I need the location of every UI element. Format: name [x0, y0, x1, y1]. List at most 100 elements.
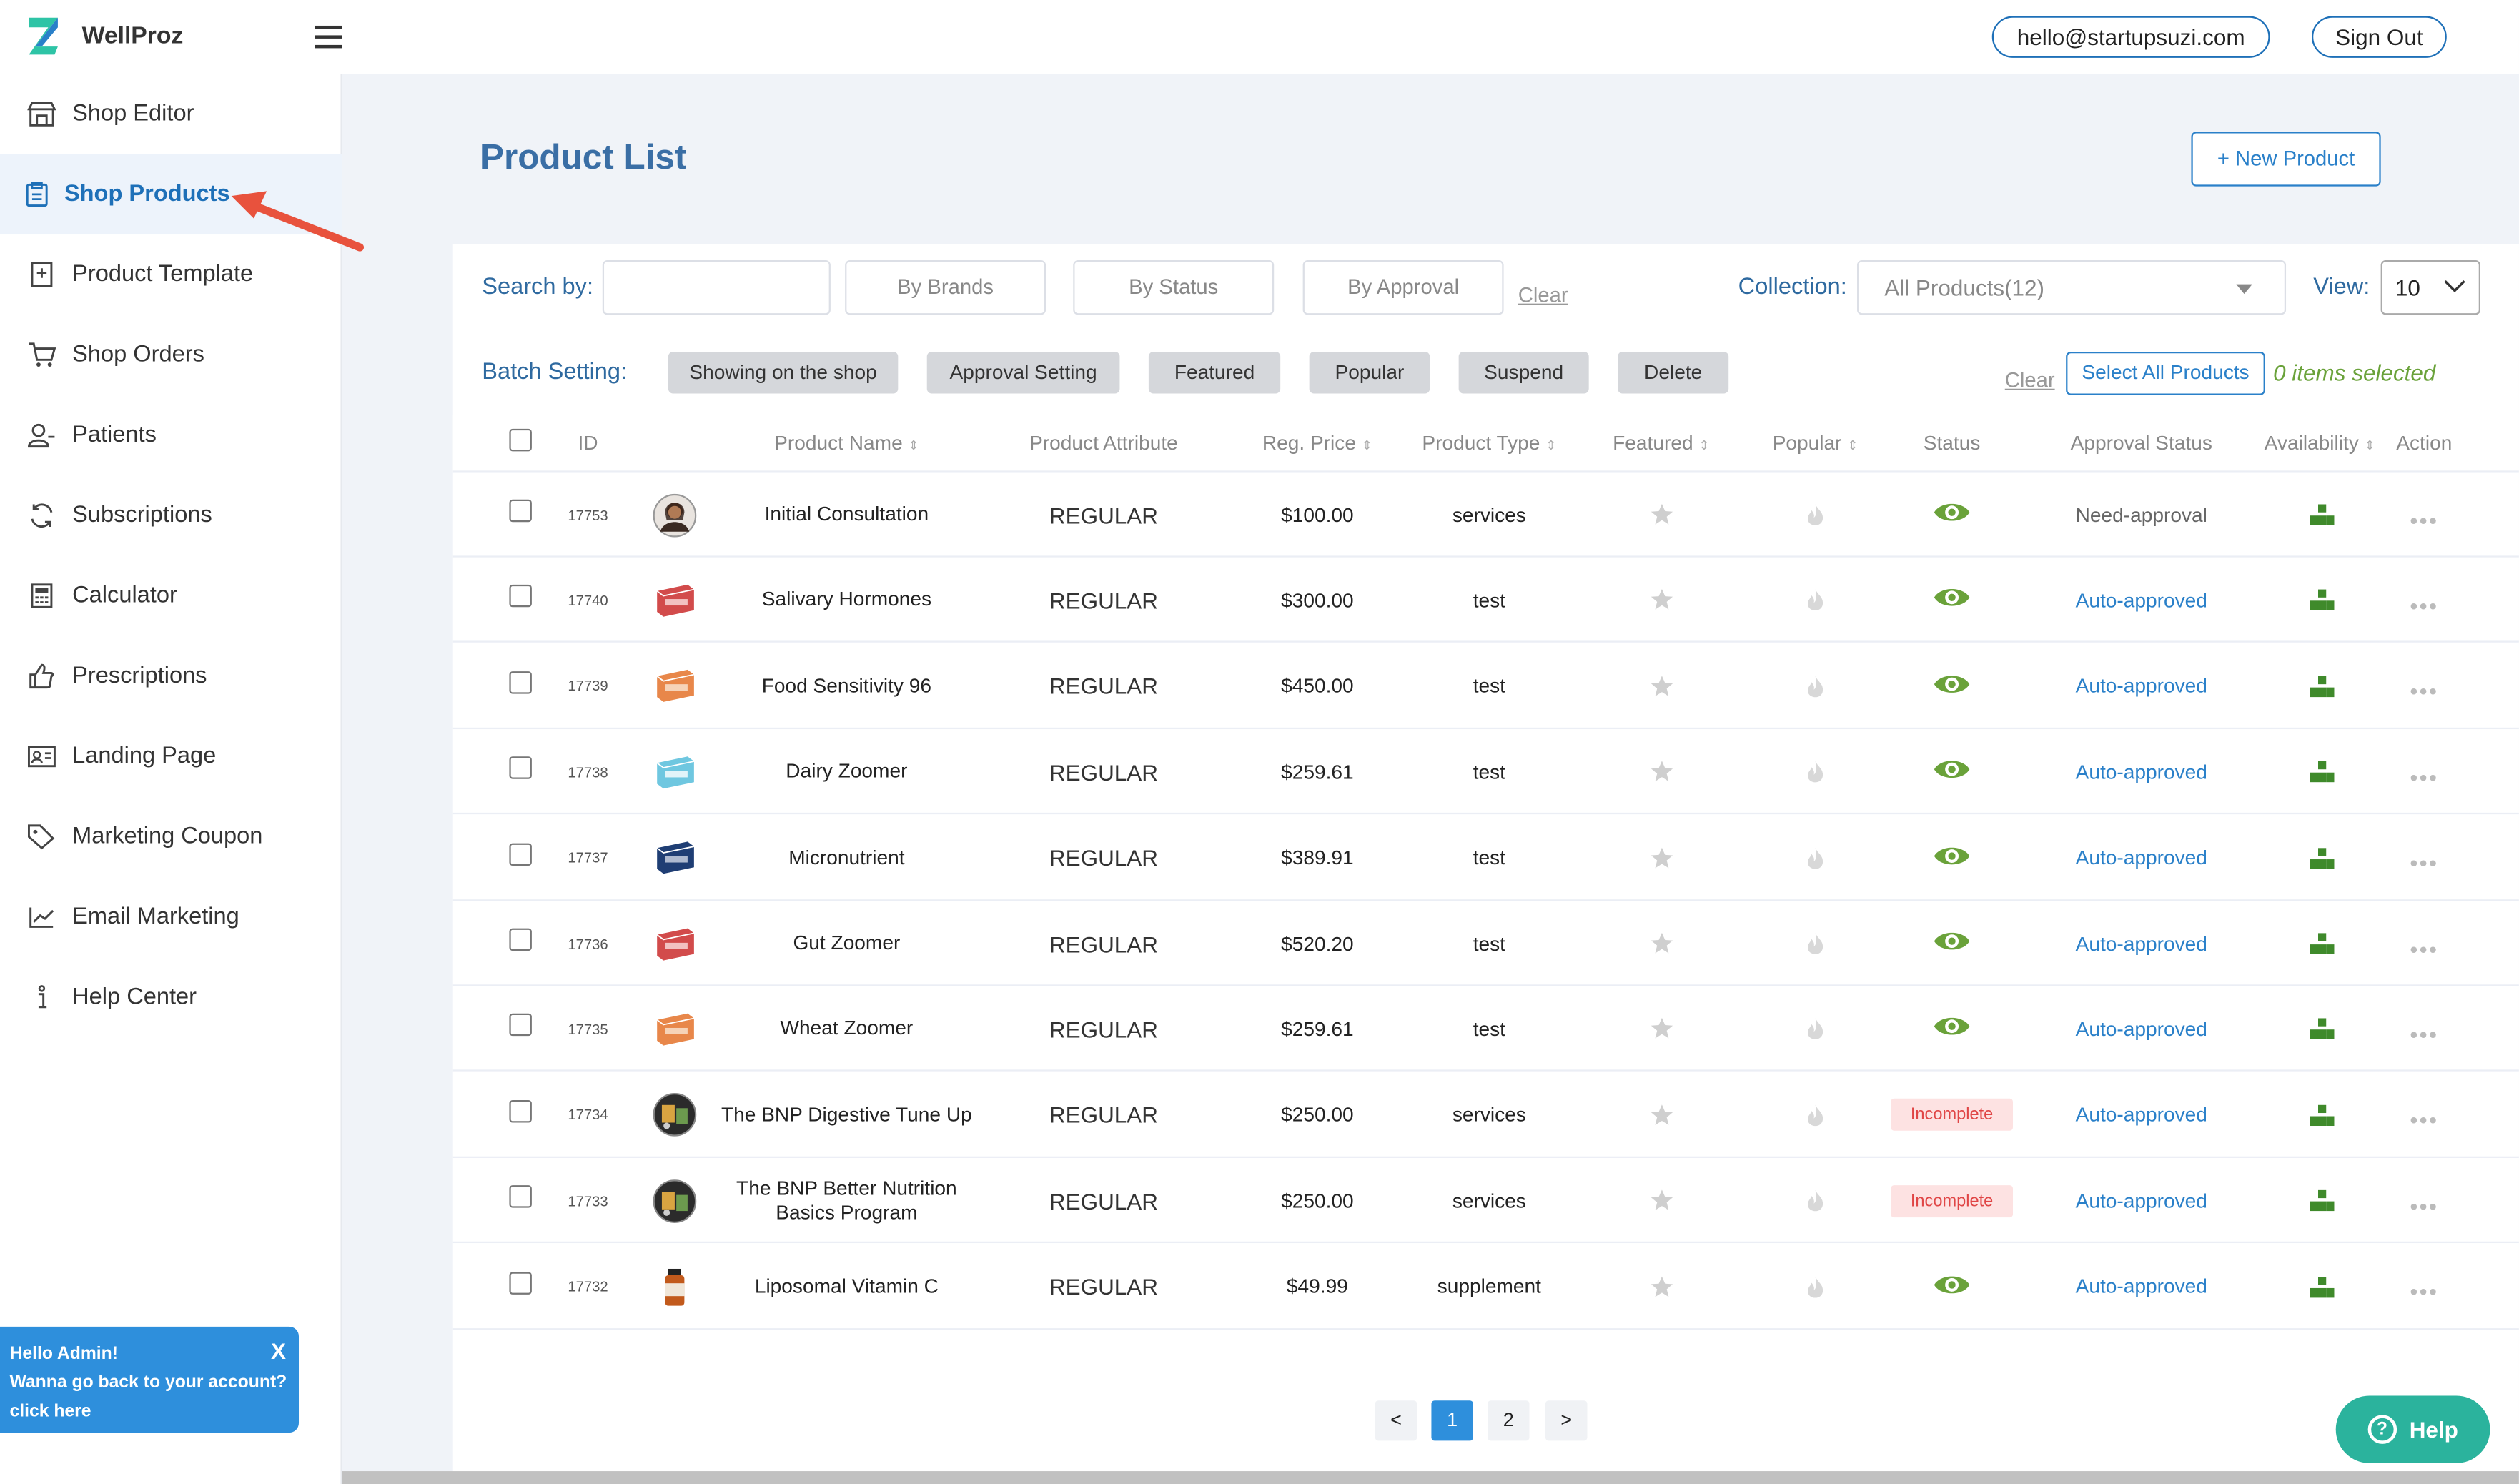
row-checkbox[interactable]: [509, 1014, 532, 1037]
approval-status[interactable]: Auto-approved: [2075, 675, 2207, 698]
row-checkbox[interactable]: [509, 1271, 532, 1295]
approval-status[interactable]: Auto-approved: [2075, 1189, 2207, 1212]
more-actions-icon[interactable]: •••: [2410, 1278, 2439, 1305]
product-thumbnail[interactable]: [645, 901, 703, 986]
by-status-filter[interactable]: By Status: [1073, 259, 1275, 315]
approval-status[interactable]: Auto-approved: [2075, 1018, 2207, 1041]
availability-icon[interactable]: [2290, 986, 2354, 1072]
row-checkbox[interactable]: [509, 1185, 532, 1209]
visible-eye-icon[interactable]: [1933, 671, 1971, 702]
featured-star-icon[interactable]: [1629, 901, 1693, 986]
product-thumbnail[interactable]: [645, 815, 703, 900]
availability-icon[interactable]: [2290, 815, 2354, 900]
visible-eye-icon[interactable]: [1933, 929, 1971, 959]
horizontal-scrollbar[interactable]: [342, 1471, 2519, 1484]
approval-status[interactable]: Auto-approved: [2075, 589, 2207, 612]
more-actions-icon[interactable]: •••: [2410, 849, 2439, 876]
visible-eye-icon[interactable]: [1933, 500, 1971, 530]
menu-toggle-icon[interactable]: [315, 25, 342, 49]
popular-flame-icon[interactable]: [1783, 986, 1848, 1072]
row-checkbox[interactable]: [509, 499, 532, 523]
approval-status[interactable]: Auto-approved: [2075, 1104, 2207, 1127]
select-all-checkbox[interactable]: [509, 428, 532, 452]
sidebar-item-landing-page[interactable]: Landing Page: [0, 716, 342, 796]
row-checkbox[interactable]: [509, 671, 532, 694]
table-row[interactable]: 17739 Food Sensitivity 96 REGULAR $450.00 te…: [452, 644, 2519, 729]
product-thumbnail[interactable]: [645, 1244, 703, 1329]
approval-status[interactable]: Auto-approved: [2075, 761, 2207, 783]
batch-suspend-button[interactable]: Suspend: [1458, 352, 1589, 394]
sidebar-item-subscriptions[interactable]: Subscriptions: [0, 475, 342, 555]
sidebar-item-prescriptions[interactable]: Prescriptions: [0, 636, 342, 716]
column-featured[interactable]: Featured ⇕: [1597, 432, 1726, 454]
sign-out-button[interactable]: Sign Out: [2312, 16, 2447, 58]
column-product-name[interactable]: Product Name ⇕: [726, 432, 967, 454]
popular-flame-icon[interactable]: [1783, 1244, 1848, 1329]
availability-icon[interactable]: [2290, 558, 2354, 643]
sidebar-item-shop-products[interactable]: Shop Products: [0, 154, 342, 235]
column-availability[interactable]: Availability ⇕: [2259, 432, 2381, 454]
sidebar-item-calculator[interactable]: Calculator: [0, 555, 342, 635]
featured-star-icon[interactable]: [1629, 1158, 1693, 1243]
product-name[interactable]: Liposomal Vitamin C: [754, 1275, 939, 1297]
sidebar-item-patients[interactable]: Patients: [0, 395, 342, 475]
column-popular[interactable]: Popular ⇕: [1751, 432, 1880, 454]
table-row[interactable]: 17733 The BNP Better Nutrition Basics Pro…: [452, 1158, 2519, 1244]
approval-status[interactable]: Auto-approved: [2075, 846, 2207, 869]
visible-eye-icon[interactable]: [1933, 843, 1971, 874]
search-input[interactable]: [602, 259, 831, 315]
sidebar-item-email-marketing[interactable]: Email Marketing: [0, 877, 342, 957]
availability-icon[interactable]: [2290, 729, 2354, 814]
sidebar-item-product-template[interactable]: Product Template: [0, 234, 342, 315]
featured-star-icon[interactable]: [1629, 473, 1693, 558]
product-name[interactable]: The BNP Better Nutrition Basics Program: [736, 1177, 957, 1224]
popular-flame-icon[interactable]: [1783, 644, 1848, 729]
availability-icon[interactable]: [2290, 1244, 2354, 1329]
collection-select[interactable]: All Products(12): [1856, 259, 2287, 315]
table-row[interactable]: 17732 Liposomal Vitamin C REGULAR $49.99 sup…: [452, 1244, 2519, 1330]
popular-flame-icon[interactable]: [1783, 729, 1848, 814]
product-name[interactable]: Dairy Zoomer: [786, 760, 908, 783]
view-select[interactable]: 10: [2380, 259, 2480, 315]
prev-page-button[interactable]: <: [1375, 1400, 1417, 1441]
next-page-button[interactable]: >: [1545, 1400, 1588, 1441]
sidebar-item-help-center[interactable]: Help Center: [0, 957, 342, 1037]
more-actions-icon[interactable]: •••: [2410, 935, 2439, 961]
product-name[interactable]: Micronutrient: [788, 846, 905, 869]
by-brands-filter[interactable]: By Brands: [845, 259, 1046, 315]
product-name[interactable]: The BNP Digestive Tune Up: [721, 1103, 972, 1126]
popular-flame-icon[interactable]: [1783, 1158, 1848, 1243]
help-button[interactable]: ? Help: [2335, 1395, 2490, 1463]
product-thumbnail[interactable]: [645, 473, 703, 558]
column-product-type[interactable]: Product Type ⇕: [1401, 432, 1578, 454]
product-thumbnail[interactable]: [645, 729, 703, 814]
sidebar-item-marketing-coupon[interactable]: Marketing Coupon: [0, 796, 342, 876]
visible-eye-icon[interactable]: [1933, 1272, 1971, 1302]
product-thumbnail[interactable]: [645, 1072, 703, 1157]
table-row[interactable]: 17734 The BNP Digestive Tune Up REGULAR $25…: [452, 1072, 2519, 1158]
batch-showing-button[interactable]: Showing on the shop: [668, 352, 899, 394]
table-row[interactable]: 17753 Initial Consultation REGULAR $100.00 s…: [452, 473, 2519, 558]
table-row[interactable]: 17735 Wheat Zoomer REGULAR $259.61 test Auto-…: [452, 986, 2519, 1072]
featured-star-icon[interactable]: [1629, 644, 1693, 729]
product-thumbnail[interactable]: [645, 1158, 703, 1243]
by-approval-filter[interactable]: By Approval: [1302, 259, 1504, 315]
more-actions-icon[interactable]: •••: [2410, 1021, 2439, 1047]
more-actions-icon[interactable]: •••: [2410, 1107, 2439, 1133]
visible-eye-icon[interactable]: [1933, 1014, 1971, 1045]
featured-star-icon[interactable]: [1629, 558, 1693, 643]
select-all-products-button[interactable]: Select All Products: [2066, 352, 2265, 395]
product-name[interactable]: Food Sensitivity 96: [761, 674, 932, 697]
popular-flame-icon[interactable]: [1783, 1072, 1848, 1157]
availability-icon[interactable]: [2290, 473, 2354, 558]
batch-delete-button[interactable]: Delete: [1618, 352, 1729, 394]
sidebar-item-shop-editor[interactable]: Shop Editor: [0, 74, 342, 154]
availability-icon[interactable]: [2290, 644, 2354, 729]
row-checkbox[interactable]: [509, 928, 532, 951]
more-actions-icon[interactable]: •••: [2410, 678, 2439, 704]
featured-star-icon[interactable]: [1629, 1072, 1693, 1157]
row-checkbox[interactable]: [509, 1099, 532, 1123]
visible-eye-icon[interactable]: [1933, 757, 1971, 788]
more-actions-icon[interactable]: •••: [2410, 1192, 2439, 1219]
notice-close-button[interactable]: X: [271, 1337, 287, 1364]
